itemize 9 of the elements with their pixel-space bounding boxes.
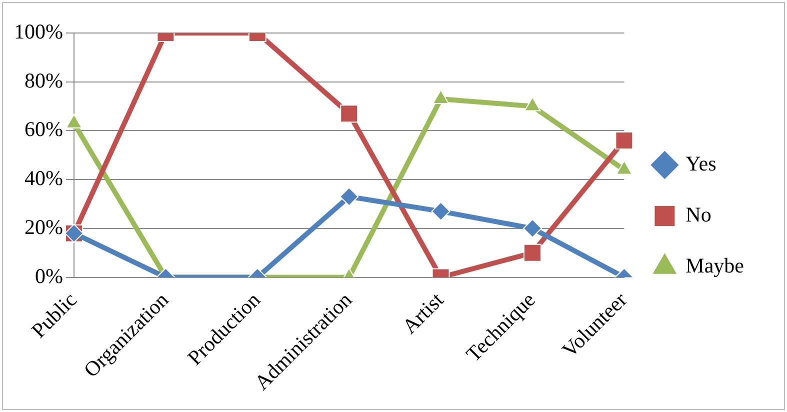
y-tick-label: 60% <box>24 117 63 142</box>
y-tick-label: 80% <box>24 68 63 92</box>
legend-label: No <box>686 202 712 227</box>
legend-label: Yes <box>686 152 716 176</box>
y-tick-label: 40% <box>24 166 63 190</box>
y-tick-label: 20% <box>24 214 63 239</box>
y-tick-label: 0% <box>34 264 63 288</box>
y-tick-label: 100% <box>14 20 63 44</box>
legend-label: Maybe <box>686 254 744 278</box>
